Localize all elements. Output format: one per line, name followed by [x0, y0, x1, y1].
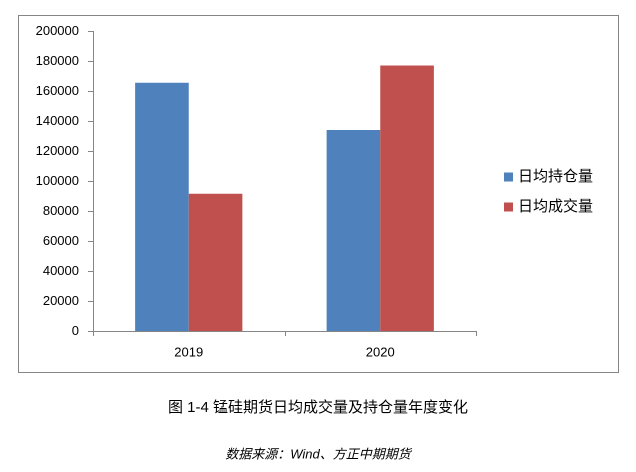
y-tick-label: 180000 [36, 53, 79, 68]
chart-frame [18, 15, 619, 373]
legend-label: 日均成交量 [518, 197, 593, 215]
y-tick-label: 140000 [36, 113, 79, 128]
chart-title: 图 1-4 锰硅期货日均成交量及持仓量年度变化 [168, 398, 468, 416]
y-tick-label: 160000 [36, 83, 79, 98]
y-tick-label: 0 [72, 323, 79, 338]
legend-swatch [504, 202, 513, 212]
legend-swatch [504, 172, 513, 182]
y-tick-label: 100000 [36, 173, 79, 188]
chart-source: 数据来源：Wind、方正中期期货 [225, 446, 413, 461]
y-tick-label: 80000 [43, 203, 79, 218]
x-tick-label: 2019 [174, 344, 203, 359]
legend-label: 日均持仓量 [518, 168, 593, 185]
y-tick-label: 40000 [43, 263, 79, 278]
y-tick-label: 200000 [36, 23, 79, 38]
bar [135, 82, 189, 331]
bar [326, 130, 381, 331]
y-tick-label: 20000 [43, 293, 79, 308]
bar [380, 65, 434, 331]
x-tick-label: 2020 [366, 344, 395, 359]
bar [188, 193, 243, 331]
y-tick-label: 120000 [36, 143, 79, 158]
y-tick-label: 60000 [43, 233, 79, 248]
